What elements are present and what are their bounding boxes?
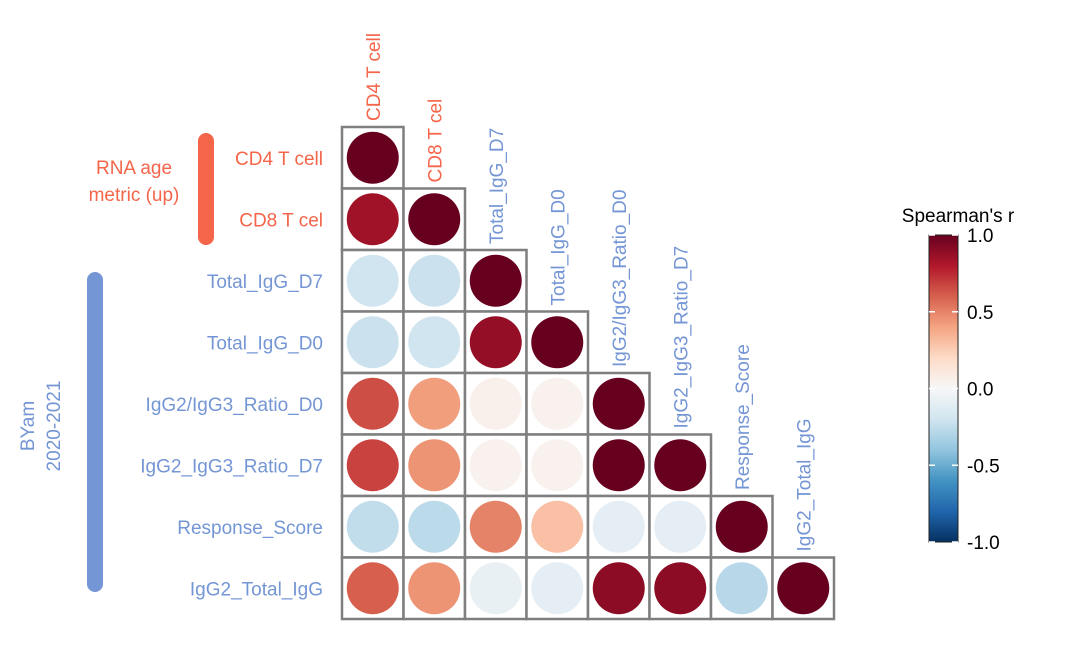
column-label: CD8 T cel	[425, 99, 446, 183]
correlation-dot	[408, 316, 461, 369]
correlation-dot	[469, 377, 522, 430]
correlation-dot	[346, 500, 399, 553]
correlation-dot	[592, 562, 645, 615]
correlation-dot	[592, 500, 645, 553]
colorbar-legend: Spearman's r 1.0 0.5 0.0 -0.5 -1.0	[902, 206, 1015, 554]
row-label: Total_IgG_D0	[207, 333, 323, 354]
row-label: CD8 T cel	[239, 210, 323, 231]
correlation-dot	[408, 500, 461, 553]
group-label-line-2: 2020-2021	[44, 380, 65, 472]
legend-title: Spearman's r	[902, 206, 1015, 227]
correlation-dot	[408, 377, 461, 430]
column-label: Response_Score	[733, 344, 754, 490]
column-labels: CD4 T cell CD8 T cel Total_IgG_D7 Total_IgG…	[364, 33, 816, 552]
legend-tick-label: 0.5	[967, 303, 993, 324]
column-label: CD4 T cell	[364, 33, 385, 121]
correlation-dot	[654, 439, 707, 492]
correlation-dot	[469, 254, 522, 307]
legend-tick-label: -0.5	[967, 456, 1000, 477]
correlation-dot	[777, 562, 830, 615]
correlation-dot	[469, 316, 522, 369]
legend-tick-label: 1.0	[967, 226, 993, 247]
correlation-dot	[408, 439, 461, 492]
row-label: IgG2/IgG3_Ratio_D0	[146, 395, 323, 416]
group-label-rna-age: RNA age metric (up)	[74, 155, 194, 209]
group-bar-rna-age	[198, 133, 214, 245]
correlation-dot	[469, 562, 522, 615]
correlation-dot	[346, 254, 399, 307]
correlation-dot	[346, 131, 399, 184]
correlation-dot	[408, 254, 461, 307]
row-label: IgG2_IgG3_Ratio_D7	[140, 456, 323, 477]
correlation-dot	[715, 562, 768, 615]
heatmap-cells	[340, 125, 836, 621]
row-label: Total_IgG_D7	[207, 272, 323, 293]
row-label: CD4 T cell	[235, 149, 323, 170]
correlation-dot	[346, 193, 399, 246]
correlation-dot	[469, 439, 522, 492]
correlation-dot	[592, 439, 645, 492]
correlation-dot	[408, 562, 461, 615]
group-bar-byam	[87, 272, 103, 592]
column-label: IgG2_IgG3_Ratio_D7	[671, 246, 692, 429]
correlation-dot	[654, 562, 707, 615]
legend-ticks: 1.0 0.5 0.0 -0.5 -1.0	[929, 226, 1000, 554]
row-label: Response_Score	[177, 518, 323, 539]
correlation-dot	[531, 377, 584, 430]
correlation-dot	[408, 193, 461, 246]
correlation-dot	[346, 439, 399, 492]
column-label: IgG2/IgG3_Ratio_D0	[610, 190, 631, 367]
correlation-dot	[531, 500, 584, 553]
correlation-dot	[654, 500, 707, 553]
correlation-dot	[346, 316, 399, 369]
group-label-line-1: BYam	[18, 400, 39, 452]
column-label: IgG2_Total_IgG	[794, 418, 815, 551]
group-label-line-2: metric (up)	[88, 185, 180, 206]
correlation-dot	[715, 500, 768, 553]
group-label-byam: BYam 2020-2021	[16, 336, 68, 516]
correlation-dot	[531, 562, 584, 615]
legend-tick-label: -1.0	[967, 533, 1000, 554]
correlation-dot	[469, 500, 522, 553]
column-label: Total_IgG_D0	[548, 189, 569, 305]
correlation-dot	[531, 439, 584, 492]
correlation-dot	[592, 377, 645, 430]
correlation-dot	[531, 316, 584, 369]
row-label: IgG2_Total_IgG	[190, 579, 323, 600]
correlation-dot	[346, 377, 399, 430]
legend-tick-label: 0.0	[967, 380, 993, 401]
correlation-dot	[346, 562, 399, 615]
group-label-line-1: RNA age	[95, 158, 173, 179]
column-label: Total_IgG_D7	[487, 128, 508, 244]
row-labels: CD4 T cell CD8 T cel Total_IgG_D7 Total_IgG…	[140, 149, 323, 601]
